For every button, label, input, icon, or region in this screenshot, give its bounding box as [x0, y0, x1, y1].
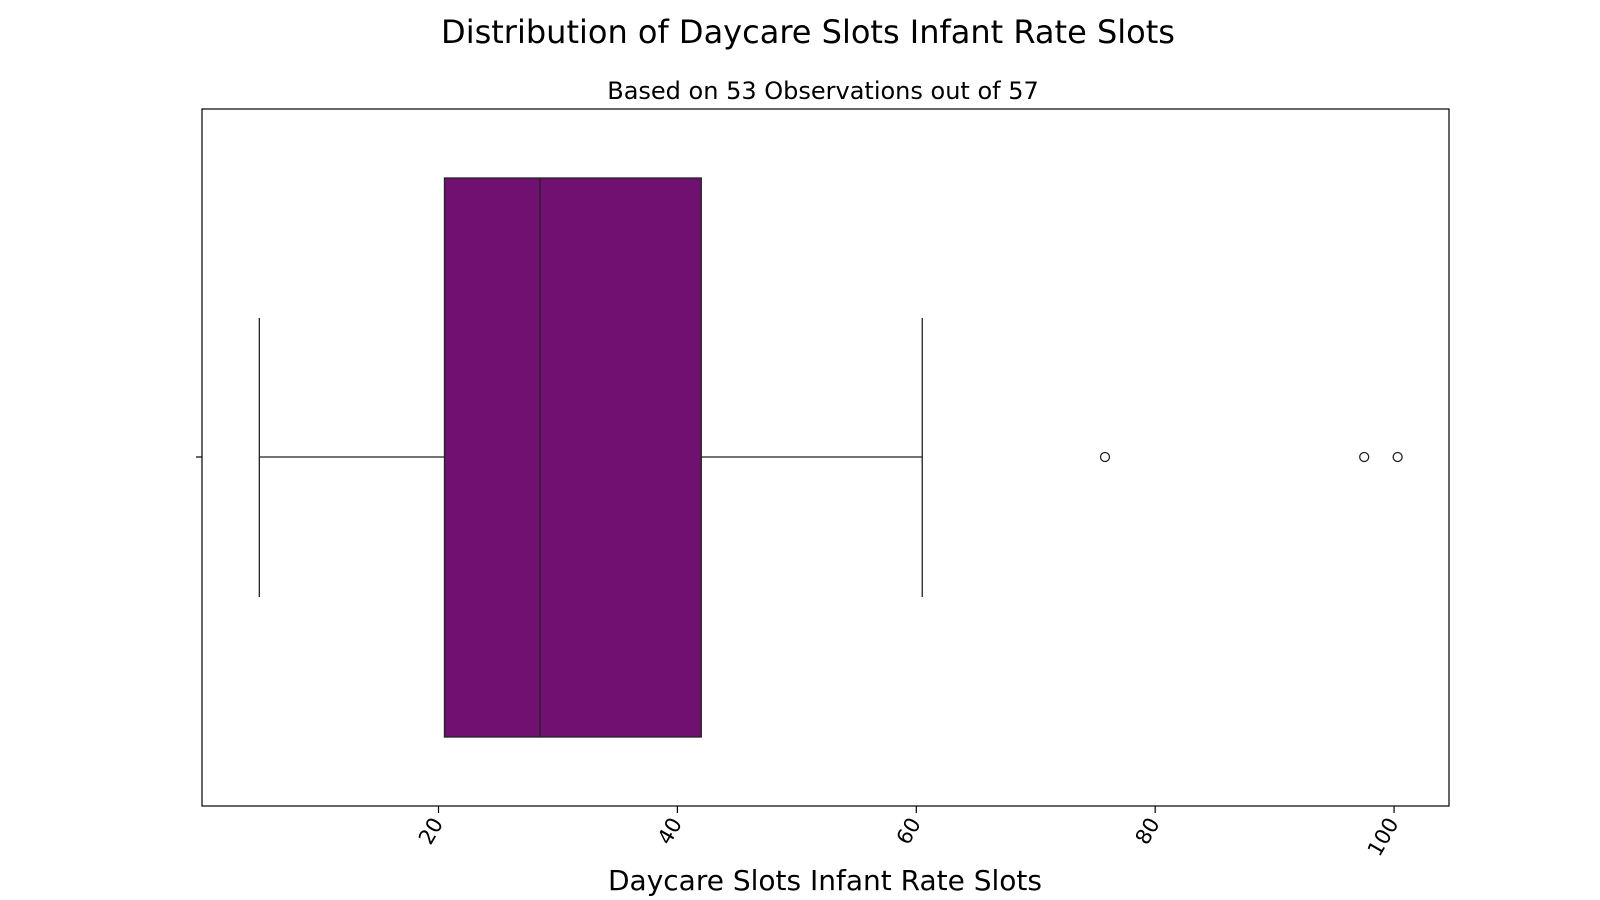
outlier-point: [1392, 451, 1403, 463]
x-axis-label: Daycare Slots Infant Rate Slots: [608, 864, 1042, 897]
x-axis: 20 40 60 80 100: [414, 806, 1404, 860]
iqr-box: [443, 177, 702, 738]
x-tick-label: 80: [1131, 814, 1165, 849]
box-plot: [258, 177, 1403, 738]
x-tick-label: 40: [653, 814, 687, 849]
outlier-point: [1359, 451, 1370, 463]
x-tick-label: 100: [1363, 814, 1404, 861]
chart-title: Distribution of Daycare Slots Infant Rat…: [441, 13, 1175, 51]
outlier-point: [1099, 451, 1111, 463]
x-tick-label: 60: [892, 814, 926, 849]
chart-subtitle: Based on 53 Observations out of 57: [607, 77, 1039, 105]
x-tick-label: 20: [414, 814, 448, 849]
